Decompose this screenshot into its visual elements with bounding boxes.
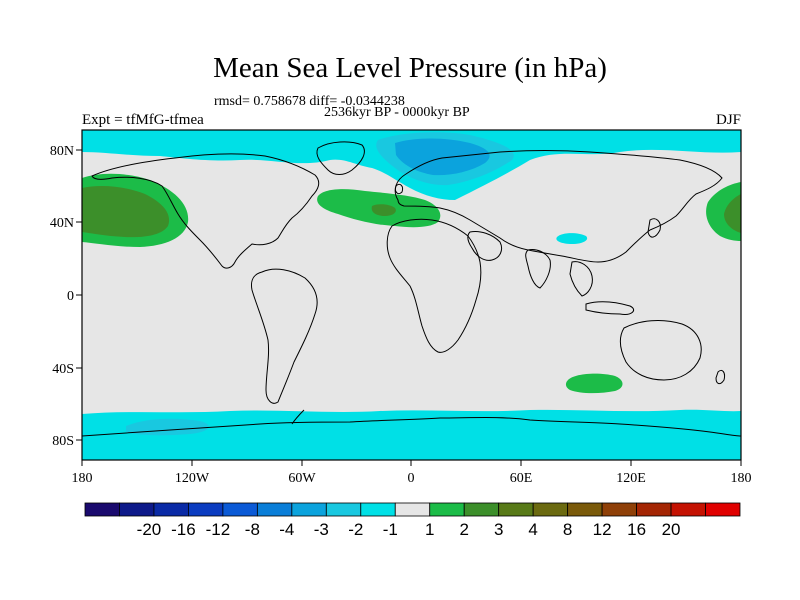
colorbar-label: 3 [494,520,503,539]
colorbar-swatch [153,502,189,517]
colorbar-label: 20 [662,520,681,539]
lon-label: 60E [510,471,533,486]
lat-label: 40N [50,216,74,231]
north-atlantic-positive-inner [371,204,396,216]
colorbar-swatch [636,502,672,517]
colorbar-label: 1 [425,520,434,539]
colorbar-label: 2 [459,520,468,539]
southern-ocean-negative-band [82,409,741,460]
colorbar-swatch [188,502,224,517]
lon-label: 0 [408,471,415,486]
map-title: Mean Sea Level Pressure (in hPa) [213,52,607,84]
colorbar-swatch [670,502,706,517]
colorbar-swatch [394,502,431,517]
colorbar-label: 16 [627,520,646,539]
map-plot-area [82,130,741,460]
colorbar-label: -2 [348,520,363,539]
colorbar-label: -8 [245,520,260,539]
colorbar-swatch [256,502,293,517]
colorbar-label: -3 [314,520,329,539]
lat-label: 80N [50,144,74,159]
lon-label: 60W [288,471,316,486]
colorbar-label: -20 [137,520,162,539]
experiment-label: Expt = tfMfG-tfmea [82,112,204,128]
south-indian-positive [565,373,623,394]
longitude-axis: 180 120W 60W 0 60E 120E 180 [72,460,752,486]
colorbar-swatch [291,502,327,517]
colorbar-swatch [222,502,258,517]
colorbar-label: 12 [593,520,612,539]
lat-label: 80S [52,434,74,449]
coastlines [82,141,741,437]
lon-label: 180 [731,471,752,486]
colorbar-label: -16 [171,520,196,539]
colorbar-label: 8 [563,520,572,539]
period-text: 2536kyr BP - 0000kyr BP [324,105,470,120]
colorbar-label: -1 [383,520,398,539]
colorbar: -20 -16 -12 -8 -4 -3 -2 -1 1 2 3 4 8 12 16 20 [84,502,741,539]
colorbar-swatch [360,502,396,517]
colorbar-swatch [567,502,603,517]
asia-negative-patch [556,233,588,244]
colorbar-swatch [498,502,534,517]
lon-label: 120W [175,471,210,486]
colorbar-swatch [601,502,637,517]
colorbar-swatch [532,502,569,517]
north-pacific-positive-west-inner [82,186,170,238]
colorbar-swatch [463,502,500,517]
colorbar-swatch [705,502,741,517]
lat-label: 40S [52,362,74,377]
season-label: DJF [715,112,741,128]
colorbar-swatch [429,502,465,517]
stats-text: rmsd= 0.758678 diff= -0.0344238 [214,94,405,109]
lat-label: 0 [67,289,74,304]
colorbar-swatch [119,502,155,517]
colorbar-swatch [84,502,120,517]
colorbar-label: 4 [528,520,537,539]
colorbar-label: -12 [206,520,231,539]
colorbar-swatch [325,502,362,517]
latitude-axis: 80N 40N 0 40S 80S [50,144,82,449]
north-pacific-positive-east-inner [724,194,741,233]
lon-label: 180 [72,471,93,486]
colorbar-label: -4 [279,520,294,539]
lon-label: 120E [616,471,646,486]
